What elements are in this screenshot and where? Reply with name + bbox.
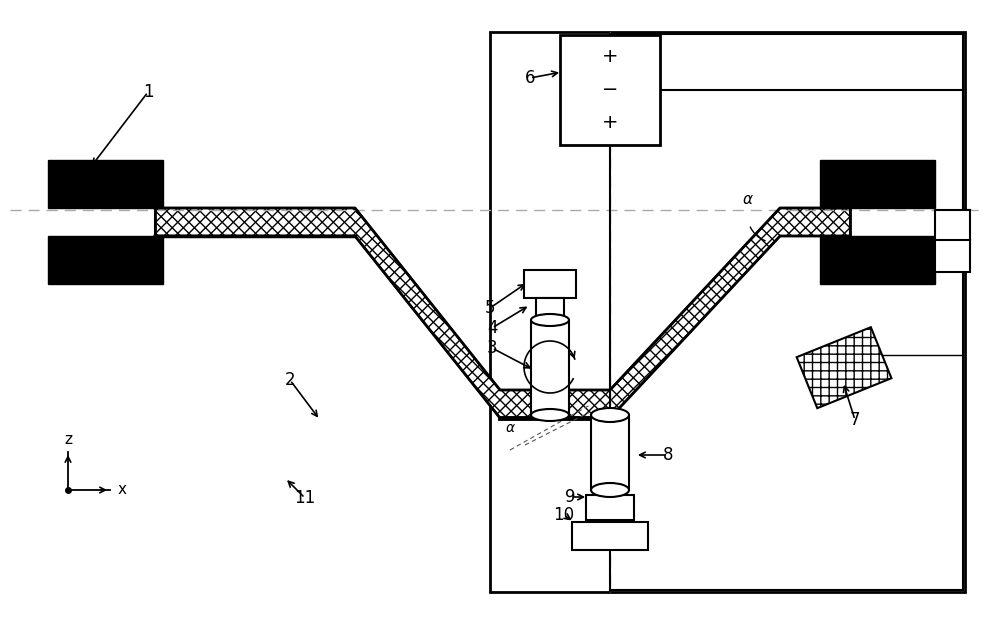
- Bar: [820, 236, 935, 284]
- Text: 1: 1: [143, 83, 153, 101]
- Text: 8: 8: [663, 446, 673, 464]
- Bar: [820, 160, 935, 208]
- Polygon shape: [155, 208, 850, 418]
- Bar: [935, 210, 970, 242]
- Bar: [48, 236, 163, 284]
- Text: 9: 9: [565, 488, 575, 506]
- Text: 3: 3: [487, 339, 497, 357]
- Bar: [591, 415, 629, 490]
- Bar: [531, 320, 569, 415]
- Text: 5: 5: [485, 299, 495, 317]
- Text: 11: 11: [294, 489, 316, 507]
- Ellipse shape: [531, 409, 569, 421]
- Bar: [524, 270, 576, 298]
- Text: z: z: [64, 432, 72, 447]
- Text: 10: 10: [553, 506, 575, 524]
- Text: $\alpha$: $\alpha$: [742, 192, 754, 208]
- Text: $\alpha$: $\alpha$: [505, 421, 515, 435]
- Bar: [935, 240, 970, 272]
- Text: 4: 4: [487, 319, 497, 337]
- Text: −: −: [602, 81, 618, 99]
- Text: +: +: [602, 48, 618, 66]
- Bar: [586, 495, 634, 520]
- Ellipse shape: [591, 408, 629, 422]
- Bar: [536, 298, 564, 320]
- Bar: [490, 32, 965, 592]
- Bar: [560, 35, 660, 145]
- Ellipse shape: [591, 483, 629, 497]
- Text: x: x: [118, 482, 126, 498]
- Text: 2: 2: [285, 371, 295, 389]
- Text: +: +: [602, 114, 618, 132]
- Text: 6: 6: [525, 69, 535, 87]
- Ellipse shape: [531, 314, 569, 326]
- Bar: [797, 328, 891, 408]
- Bar: [48, 160, 163, 208]
- Text: 7: 7: [850, 411, 860, 429]
- Bar: [572, 522, 648, 550]
